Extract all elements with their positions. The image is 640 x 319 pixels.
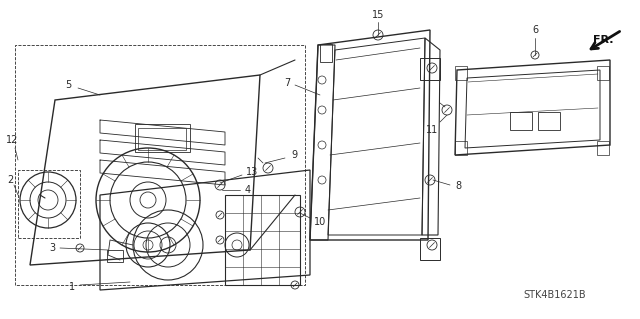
Text: 7: 7 <box>284 78 290 88</box>
Text: 2: 2 <box>7 175 13 185</box>
Text: 4: 4 <box>245 185 251 195</box>
Bar <box>420 238 440 260</box>
Text: 6: 6 <box>532 25 538 35</box>
Text: 13: 13 <box>246 167 258 177</box>
Bar <box>538 112 560 130</box>
Text: 11: 11 <box>426 125 438 135</box>
Text: 8: 8 <box>455 181 461 191</box>
Bar <box>138 128 186 150</box>
Text: 1: 1 <box>69 282 75 292</box>
Text: 15: 15 <box>372 10 384 20</box>
Bar <box>510 112 532 130</box>
Bar <box>135 124 190 152</box>
Bar <box>107 250 123 262</box>
Bar <box>420 58 440 80</box>
Text: 5: 5 <box>65 80 71 90</box>
Bar <box>597 66 609 80</box>
Text: STK4B1621B: STK4B1621B <box>524 290 586 300</box>
Bar <box>455 141 467 155</box>
Text: FR.: FR. <box>593 35 613 45</box>
Bar <box>18 170 80 238</box>
Bar <box>225 195 300 285</box>
Bar <box>597 141 609 155</box>
Text: 9: 9 <box>291 150 297 160</box>
Text: 12: 12 <box>6 135 18 145</box>
Text: 3: 3 <box>49 243 55 253</box>
Text: 10: 10 <box>314 217 326 227</box>
Bar <box>455 66 467 80</box>
Bar <box>320 44 332 62</box>
